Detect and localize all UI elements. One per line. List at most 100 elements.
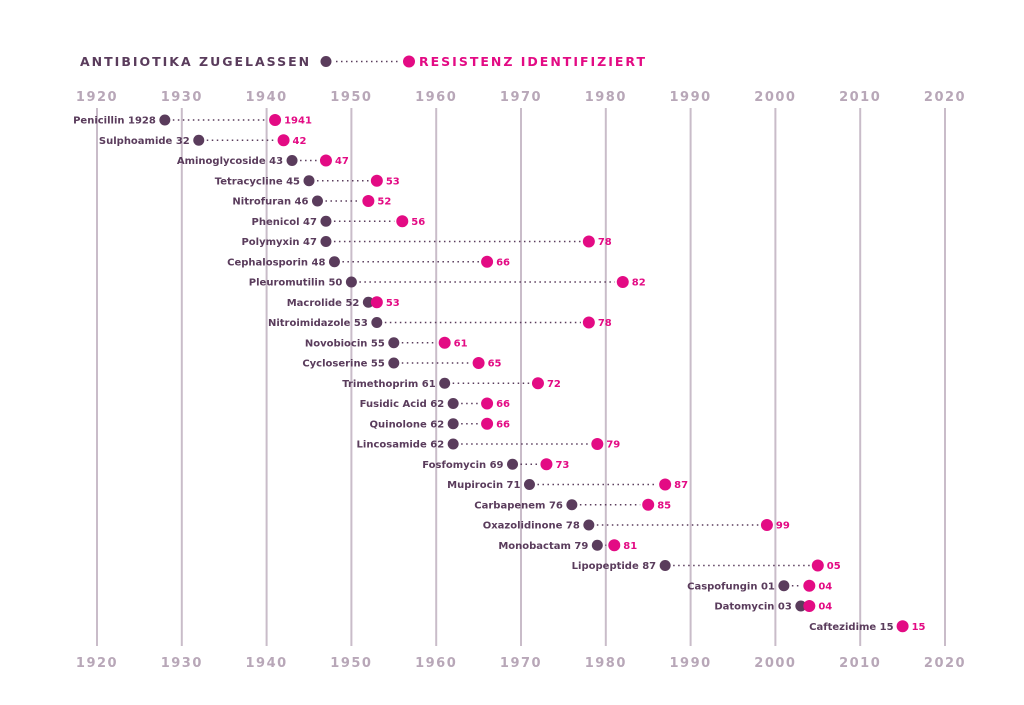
approved-point [328,256,340,268]
resistance-year-label: 81 [623,541,637,552]
resistance-point [760,519,773,531]
resistance-year-label: 04 [818,602,832,613]
row-label: Trimethoprim 61 [342,379,435,390]
row: Trimethoprim 61 72 [342,377,561,390]
row: Cephalosporin 48 66 [227,255,510,268]
approved-point [388,357,400,369]
row: Novobiocin 55 61 [305,336,468,349]
row-label: Monobactam 79 [498,541,588,552]
approved-point [345,276,357,288]
approved-point [447,418,459,430]
row-label: Fosfomycin 69 [422,460,503,471]
x-tick-label-top: 1940 [246,90,288,105]
row-label: Cephalosporin 48 [227,257,325,268]
row: Pleuromutilin 50 82 [249,276,646,289]
resistance-point [582,235,595,248]
resistance-point [362,195,375,207]
row: Carbapenem 76 85 [474,498,671,511]
x-tick-label-bottom: 1960 [415,656,457,671]
data-rows: Penicillin 1928 1941 Sulphoamide 32 42 Amino… [73,114,926,633]
resistance-year-label: 05 [827,561,841,572]
resistance-year-label: 47 [335,156,349,167]
resistance-year-label: 79 [606,440,620,451]
legend-approved-marker [320,56,332,67]
x-tick-label-top: 2010 [839,90,881,105]
x-tick-label-bottom: 1970 [500,656,542,671]
x-tick-label-top: 2020 [924,90,966,105]
x-tick-label-bottom: 1920 [76,656,118,671]
row: Aminoglycoside 43 47 [177,154,349,167]
resistance-year-label: 65 [488,359,502,370]
resistance-point [531,377,544,390]
resistance-year-label: 78 [598,237,612,248]
row-label: Aminoglycoside 43 [177,156,283,167]
legend-resistance-marker [403,55,415,68]
row-label: Caftezidime 15 [809,622,893,633]
resistance-year-label: 56 [411,217,425,228]
row: Oxazolidinone 78 99 [483,519,790,532]
row-label: Quinolone 62 [370,419,445,430]
row-label: Mupirocin 71 [447,480,520,491]
resistance-year-label: 1941 [284,116,312,127]
row: Monobactam 79 81 [498,539,637,552]
resistance-point [277,134,290,147]
approved-point [583,519,595,531]
resistance-year-label: 61 [454,338,468,349]
resistance-point [481,255,494,268]
resistance-point [642,498,655,511]
resistance-year-label: 99 [776,521,790,532]
row-label: Macrolide 52 [287,298,360,309]
row: Quinolone 62 66 [370,417,510,430]
resistance-year-label: 87 [674,480,688,491]
x-tick-label-bottom: 2020 [924,656,966,671]
row-label: Nitroimidazole 53 [268,318,368,329]
resistance-point [269,114,282,126]
legend-approved-label: ANTIBIOTIKA ZUGELASSEN [80,54,311,69]
approved-point [362,296,374,308]
resistance-point [582,316,595,329]
resistance-point [896,620,909,633]
approved-point [795,600,807,612]
row: Tetracycline 45 53 [215,174,400,187]
approved-point [591,539,603,551]
resistance-year-label: 78 [598,318,612,329]
resistance-year-label: 85 [657,500,671,511]
resistance-year-label: 53 [386,298,400,309]
x-tick-label-bottom: 2000 [754,656,796,671]
x-tick-label-top: 1960 [415,90,457,105]
resistance-year-label: 53 [386,176,400,187]
approved-point [439,377,451,389]
row-label: Polymyxin 47 [241,237,317,248]
resistance-year-label: 82 [632,278,646,289]
resistance-point [540,458,553,471]
row: Macrolide 52 53 [287,296,400,309]
row-label: Fusidic Acid 62 [360,399,445,410]
resistance-year-label: 66 [496,419,510,430]
approved-point [388,337,400,349]
row: Cycloserine 55 65 [302,357,502,370]
row: Polymyxin 47 78 [241,235,612,248]
approved-point [311,195,323,207]
row-label: Novobiocin 55 [305,338,385,349]
resistance-point [803,579,816,592]
resistance-point [616,276,629,288]
resistance-year-label: 52 [377,197,391,208]
resistance-point [438,336,451,349]
resistance-point [481,397,494,410]
approved-point [507,458,519,470]
approved-point [320,236,332,247]
row: Lincosamide 62 79 [357,438,620,451]
row-label: Penicillin 1928 [73,116,156,127]
x-tick-label-bottom: 1980 [585,656,627,671]
resistance-point [370,296,383,309]
x-tick-label-top: 1990 [670,90,712,105]
x-tick-label-bottom: 2010 [839,656,881,671]
row: Sulphoamide 32 42 [99,134,307,147]
resistance-point [803,600,816,612]
gridlines [96,108,946,646]
row-label: Nitrofuran 46 [232,197,308,208]
row: Fosfomycin 69 73 [422,458,569,471]
resistance-point [591,438,604,450]
resistance-year-label: 66 [496,257,510,268]
